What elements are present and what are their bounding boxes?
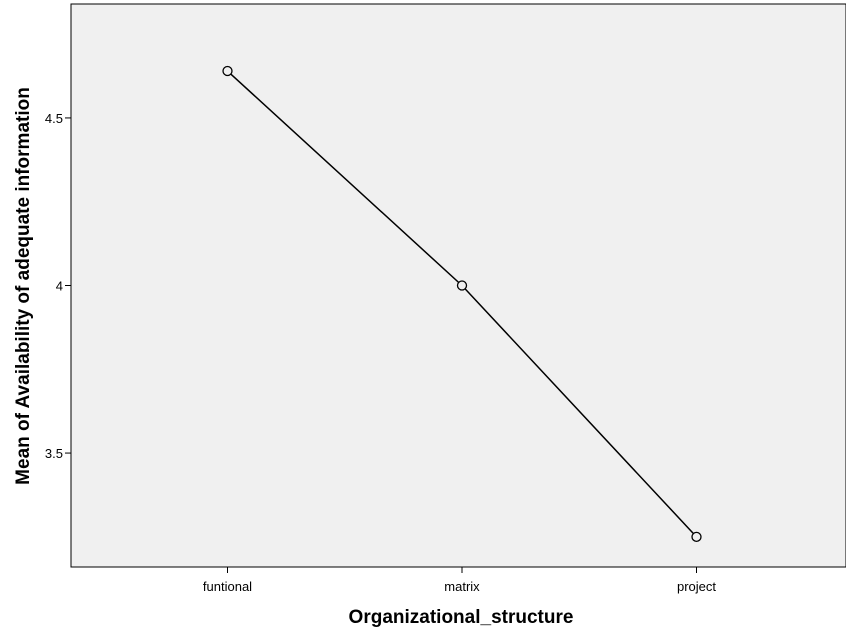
x-tick-label: funtional	[203, 579, 252, 594]
data-point-marker	[456, 280, 468, 291]
x-axis-title: Organizational_structure	[349, 607, 574, 628]
x-axis-ticks: funtional matrix project	[203, 567, 716, 594]
data-point-marker	[691, 531, 702, 542]
series-layer	[222, 65, 702, 542]
x-tick-label: project	[677, 579, 716, 594]
y-tick-label: 4.5	[45, 111, 63, 126]
x-tick-label: matrix	[444, 579, 480, 594]
y-axis-ticks: 3.5 4 4.5	[45, 111, 71, 461]
y-axis-title: Mean of Availability of adequate informa…	[13, 87, 34, 485]
y-tick-label: 4	[56, 279, 63, 294]
data-point-marker	[222, 65, 233, 77]
y-tick-label: 3.5	[45, 446, 63, 461]
